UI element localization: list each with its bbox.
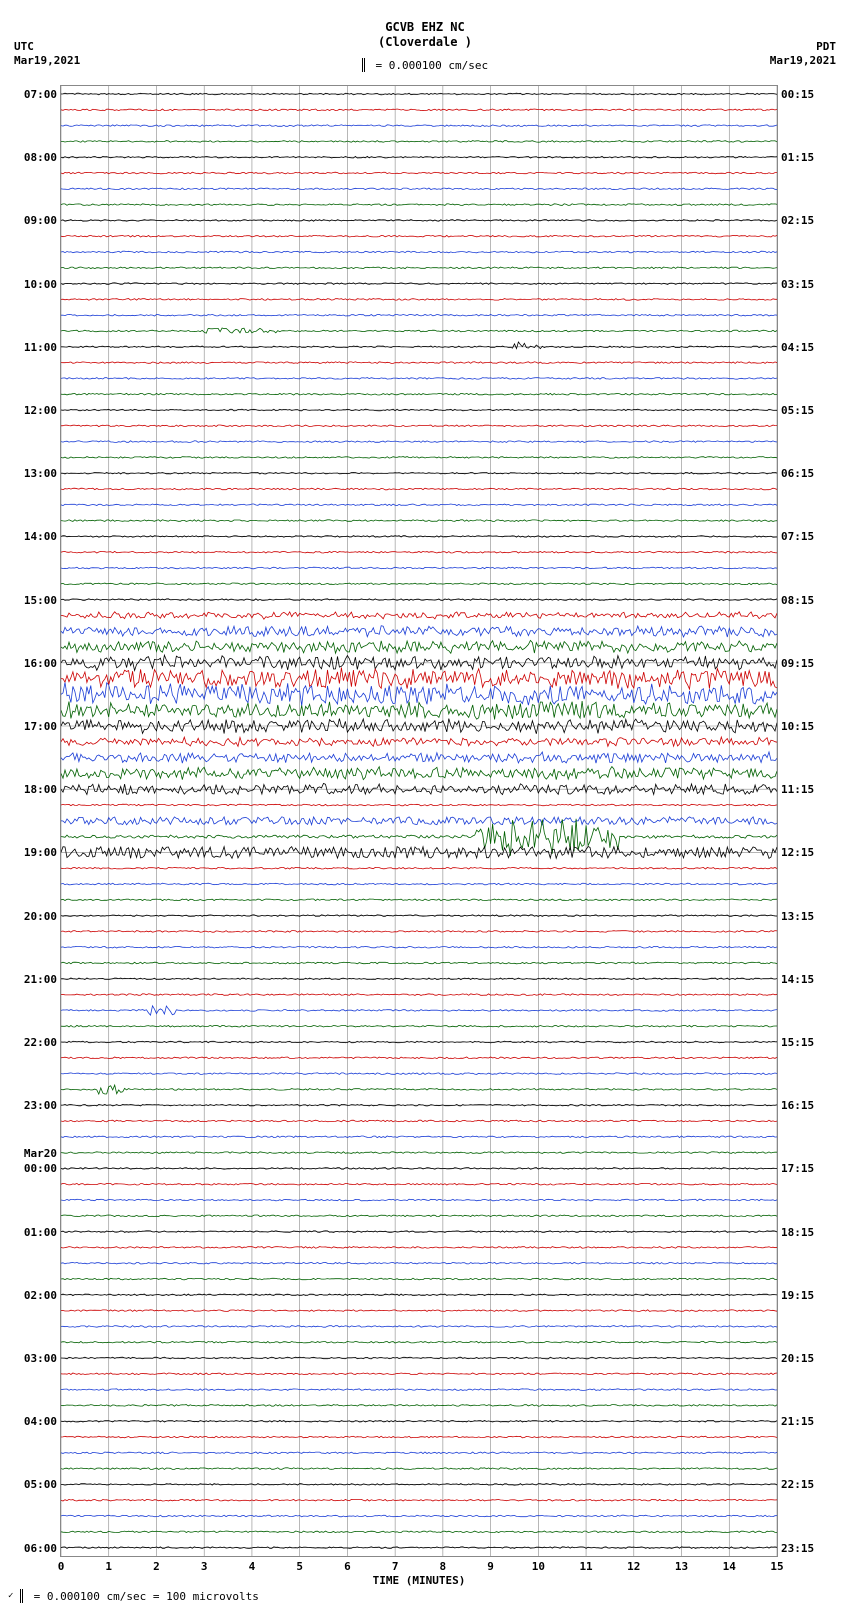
left-time-label: Mar20	[24, 1147, 57, 1160]
left-time-label: 18:00	[24, 783, 57, 796]
left-time-label: 06:00	[24, 1542, 57, 1555]
x-tick-label: 10	[532, 1560, 545, 1573]
right-time-label: 14:15	[781, 973, 814, 986]
left-time-label: 17:00	[24, 720, 57, 733]
left-time-label: 22:00	[24, 1036, 57, 1049]
x-tick-label: 2	[153, 1560, 160, 1573]
right-time-label: 08:15	[781, 594, 814, 607]
x-tick-label: 6	[344, 1560, 351, 1573]
left-time-label: 15:00	[24, 594, 57, 607]
left-time-label: 14:00	[24, 530, 57, 543]
right-time-label: 15:15	[781, 1036, 814, 1049]
right-time-label: 04:15	[781, 341, 814, 354]
left-time-label: 02:00	[24, 1289, 57, 1302]
x-tick-label: 11	[579, 1560, 592, 1573]
right-time-label: 01:15	[781, 151, 814, 164]
left-time-label: 03:00	[24, 1352, 57, 1365]
left-time-label: 13:00	[24, 467, 57, 480]
right-time-label: 20:15	[781, 1352, 814, 1365]
left-time-label: 20:00	[24, 910, 57, 923]
footer-text: = 0.000100 cm/sec = 100 microvolts	[34, 1590, 259, 1603]
left-time-label: 01:00	[24, 1226, 57, 1239]
right-time-label: 19:15	[781, 1289, 814, 1302]
scale-legend: = 0.000100 cm/sec	[0, 55, 850, 72]
right-time-label: 11:15	[781, 783, 814, 796]
left-time-label: 10:00	[24, 278, 57, 291]
left-time-label: 07:00	[24, 88, 57, 101]
right-time-label: 12:15	[781, 846, 814, 859]
seismogram-container: GCVB EHZ NC (Cloverdale ) = 0.000100 cm/…	[0, 0, 850, 1613]
right-time-label: 09:15	[781, 657, 814, 670]
station-subtitle: (Cloverdale )	[0, 35, 850, 49]
scale-bar-icon	[362, 58, 365, 72]
x-tick-label: 14	[723, 1560, 736, 1573]
right-time-label: 13:15	[781, 910, 814, 923]
date-left: Mar19,2021	[14, 54, 80, 67]
right-time-label: 02:15	[781, 214, 814, 227]
x-tick-label: 7	[392, 1560, 399, 1573]
seismogram-plot: TIME (MINUTES) 012345678910111213141507:…	[60, 85, 778, 1557]
left-time-label: 19:00	[24, 846, 57, 859]
footer-scale-bar-icon	[20, 1589, 23, 1603]
right-time-label: 00:15	[781, 88, 814, 101]
x-tick-label: 15	[770, 1560, 783, 1573]
right-time-label: 21:15	[781, 1415, 814, 1428]
x-tick-label: 3	[201, 1560, 208, 1573]
x-tick-label: 4	[249, 1560, 256, 1573]
seismogram-svg	[61, 86, 777, 1556]
x-tick-label: 0	[58, 1560, 65, 1573]
right-time-label: 07:15	[781, 530, 814, 543]
right-time-label: 18:15	[781, 1226, 814, 1239]
station-title: GCVB EHZ NC	[0, 20, 850, 34]
right-time-label: 16:15	[781, 1099, 814, 1112]
x-tick-label: 12	[627, 1560, 640, 1573]
left-time-label: 23:00	[24, 1099, 57, 1112]
right-time-label: 10:15	[781, 720, 814, 733]
footer-scale: ✓ = 0.000100 cm/sec = 100 microvolts	[8, 1586, 259, 1603]
right-time-label: 05:15	[781, 404, 814, 417]
right-time-label: 03:15	[781, 278, 814, 291]
x-tick-label: 5	[296, 1560, 303, 1573]
right-time-label: 17:15	[781, 1162, 814, 1175]
tz-right: PDT	[816, 40, 836, 53]
x-tick-label: 13	[675, 1560, 688, 1573]
right-time-label: 23:15	[781, 1542, 814, 1555]
right-time-label: 22:15	[781, 1478, 814, 1491]
left-time-label: 00:00	[24, 1162, 57, 1175]
left-time-label: 09:00	[24, 214, 57, 227]
x-tick-label: 9	[487, 1560, 494, 1573]
left-time-label: 11:00	[24, 341, 57, 354]
left-time-label: 05:00	[24, 1478, 57, 1491]
left-time-label: 21:00	[24, 973, 57, 986]
left-time-label: 12:00	[24, 404, 57, 417]
x-tick-label: 8	[440, 1560, 447, 1573]
left-time-label: 08:00	[24, 151, 57, 164]
date-right: Mar19,2021	[770, 54, 836, 67]
right-time-label: 06:15	[781, 467, 814, 480]
tz-left: UTC	[14, 40, 34, 53]
x-tick-label: 1	[105, 1560, 112, 1573]
left-time-label: 16:00	[24, 657, 57, 670]
left-time-label: 04:00	[24, 1415, 57, 1428]
scale-text: = 0.000100 cm/sec	[376, 59, 489, 72]
